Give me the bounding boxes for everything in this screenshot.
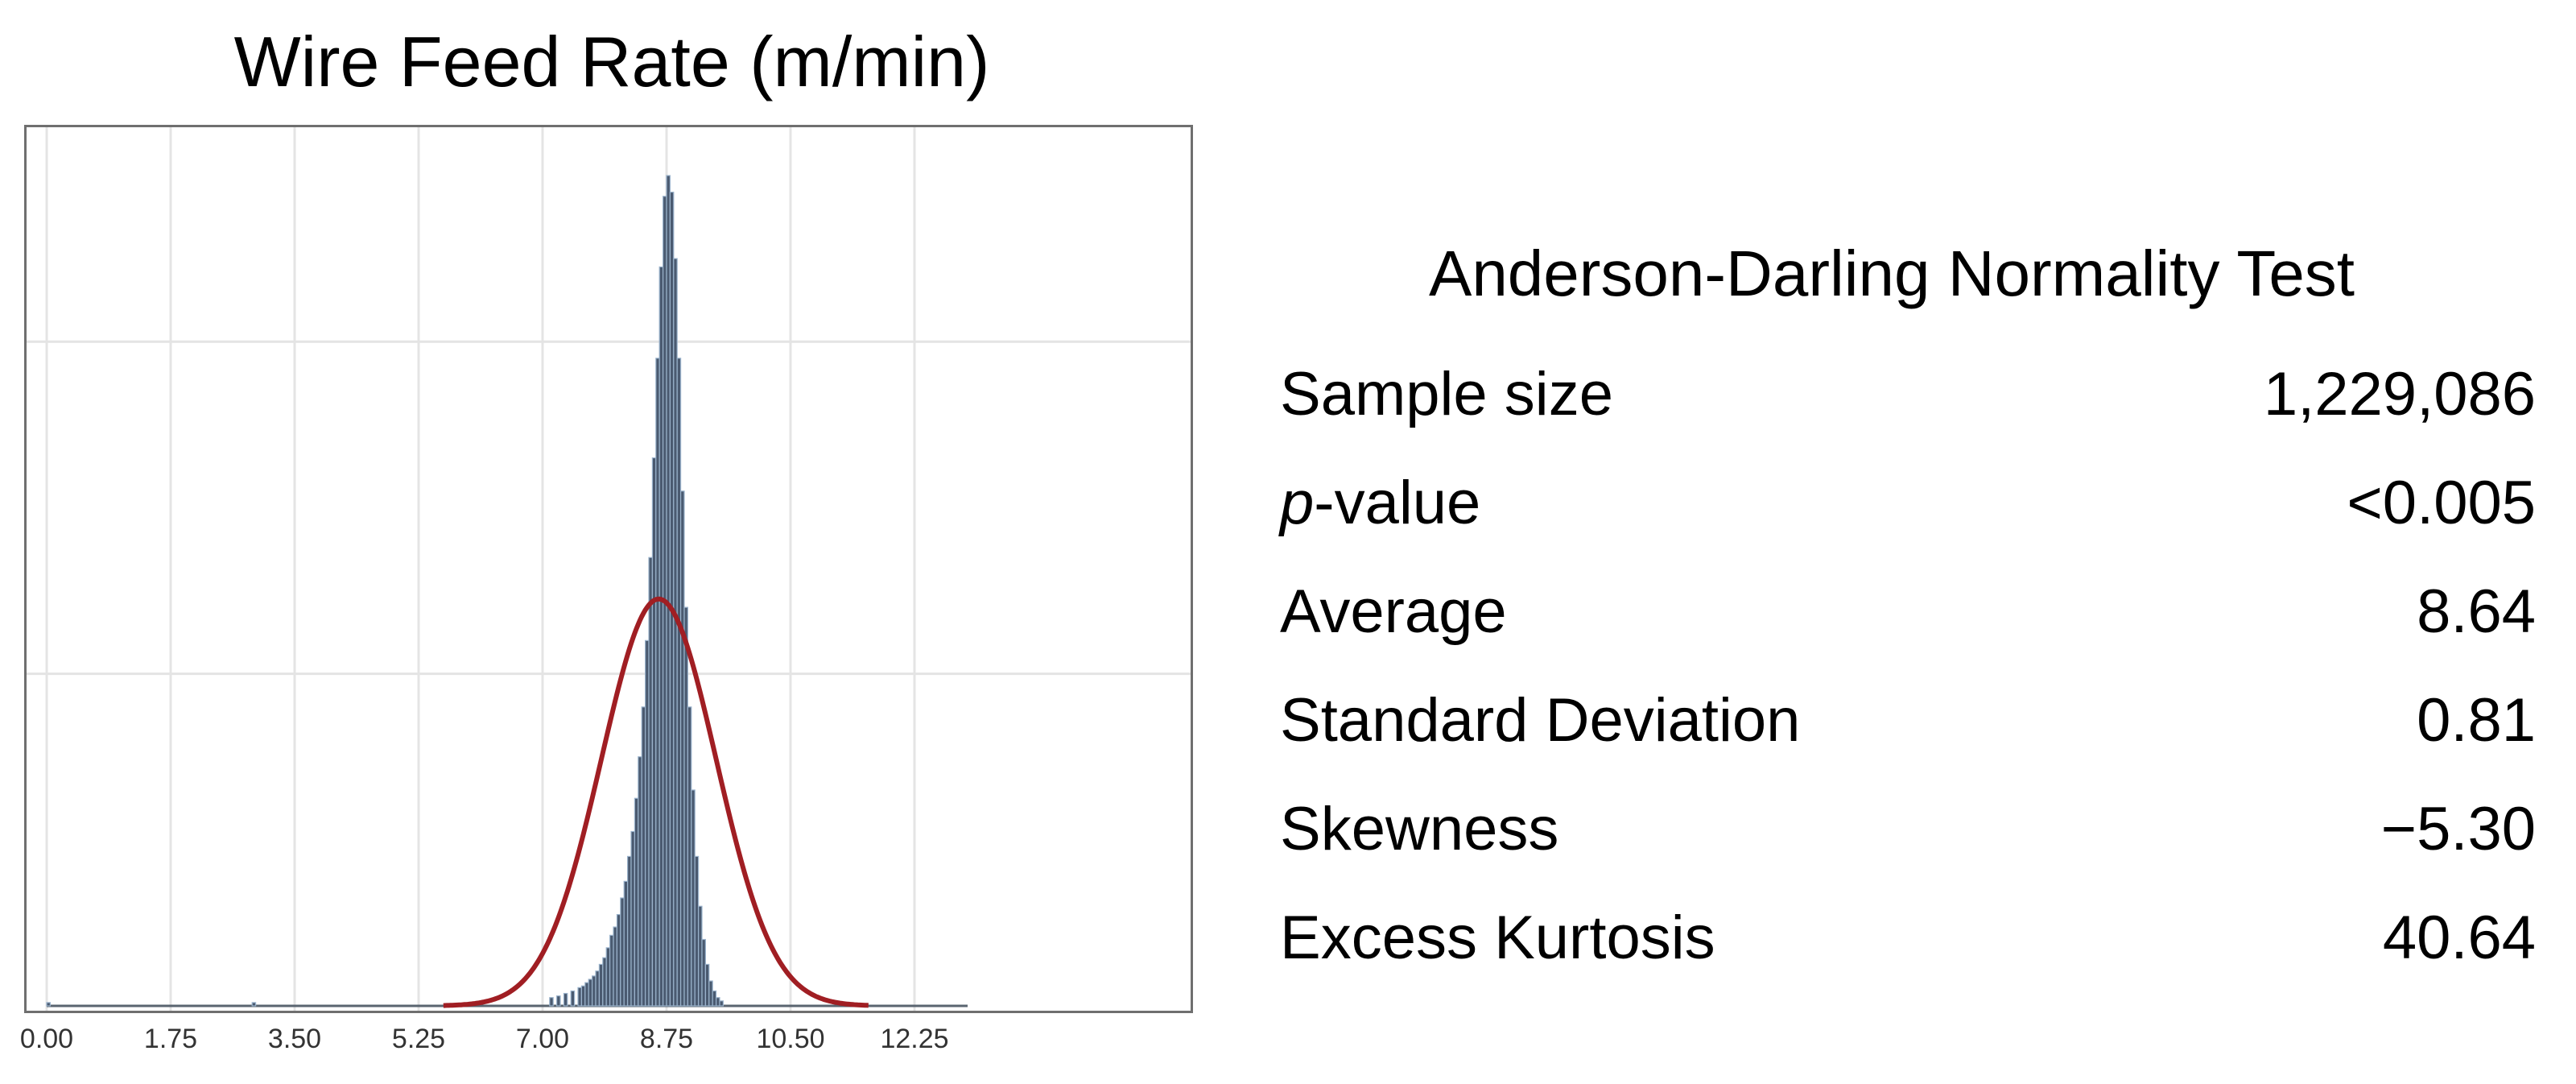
histogram-bar (549, 997, 554, 1007)
stat-value: <0.005 (2347, 469, 2536, 537)
histogram-bar (251, 1002, 257, 1007)
histogram-bar (616, 913, 621, 1007)
stat-label-rest: -value (1314, 469, 1481, 537)
histogram-bar (683, 606, 689, 1007)
stat-value: 40.64 (2382, 904, 2536, 972)
histogram-bar (638, 756, 642, 1007)
stat-value: 0.81 (2417, 686, 2536, 755)
test-heading: Anderson-Darling Normality Test (1428, 238, 2355, 309)
histogram-bar (634, 797, 639, 1007)
stat-label: Average (1280, 577, 1507, 646)
stat-value: −5.30 (2380, 795, 2536, 863)
stat-label: Standard Deviation (1280, 686, 1801, 755)
histogram-bar (666, 175, 671, 1007)
histogram-bar (669, 192, 675, 1007)
stat-label: p-value (1280, 463, 1480, 544)
histogram-bar (691, 789, 696, 1007)
histogram-bar (602, 957, 607, 1007)
histogram-bar (613, 926, 618, 1007)
histogram-bar (715, 997, 720, 1007)
histogram-bar (46, 1002, 52, 1007)
histogram-bar (591, 975, 597, 1007)
histogram-bar (673, 258, 678, 1007)
stat-label: Skewness (1280, 795, 1559, 863)
histogram-bar (708, 980, 713, 1007)
stat-row-skewness: Skewness −5.30 (1280, 789, 2536, 886)
histogram-bar (577, 987, 583, 1007)
histogram-bar (712, 990, 717, 1007)
normal-fit-curve (443, 596, 869, 1008)
histogram-bar (655, 358, 660, 1007)
histogram-bar (584, 982, 589, 1007)
histogram-bar (694, 855, 700, 1007)
histogram-bar (605, 947, 611, 1007)
stat-label-italic: p (1280, 469, 1315, 537)
histogram-bar (641, 706, 646, 1007)
histogram-bar (687, 706, 692, 1007)
histogram-bar (644, 639, 650, 1007)
plot-area (24, 125, 1193, 1013)
histogram-bar (595, 970, 601, 1007)
chart-title: Wire Feed Rate (m/min) (233, 22, 990, 101)
histogram-bar (620, 897, 625, 1007)
stat-value: 8.64 (2417, 577, 2536, 646)
histogram-bar (701, 938, 707, 1007)
histogram-bar (697, 905, 703, 1007)
stat-label: Excess Kurtosis (1280, 904, 1715, 972)
histogram-bar (679, 490, 685, 1007)
stat-label: Sample size (1280, 360, 1613, 428)
stat-row-p-value: p-value <0.005 (1280, 463, 2536, 560)
histogram-bar (563, 992, 568, 1007)
stat-row-excess-kurtosis: Excess Kurtosis 40.64 (1280, 898, 2536, 995)
histogram-bar (623, 880, 629, 1007)
histogram-bar (676, 358, 682, 1007)
stat-row-sample-size: Sample size 1,229,086 (1280, 354, 2536, 451)
histogram-bar (588, 978, 593, 1007)
histogram-bar (580, 985, 586, 1007)
histogram-bar (648, 556, 654, 1007)
stat-row-standard-deviation: Standard Deviation 0.81 (1280, 681, 2536, 777)
histogram-bar (651, 457, 657, 1007)
histogram-bar (626, 855, 632, 1007)
stat-value: 1,229,086 (2263, 360, 2536, 428)
histogram-bar (609, 934, 614, 1007)
histogram-bar (658, 266, 664, 1007)
histogram-bar (630, 830, 636, 1007)
stat-row-average: Average 8.64 (1280, 572, 2536, 668)
histogram-bar (704, 963, 710, 1007)
histogram-chart (27, 127, 1191, 1011)
histogram-bar (555, 995, 561, 1007)
histogram-bar (719, 1000, 724, 1007)
histogram-bar (570, 990, 576, 1007)
histogram-bar (598, 963, 604, 1007)
